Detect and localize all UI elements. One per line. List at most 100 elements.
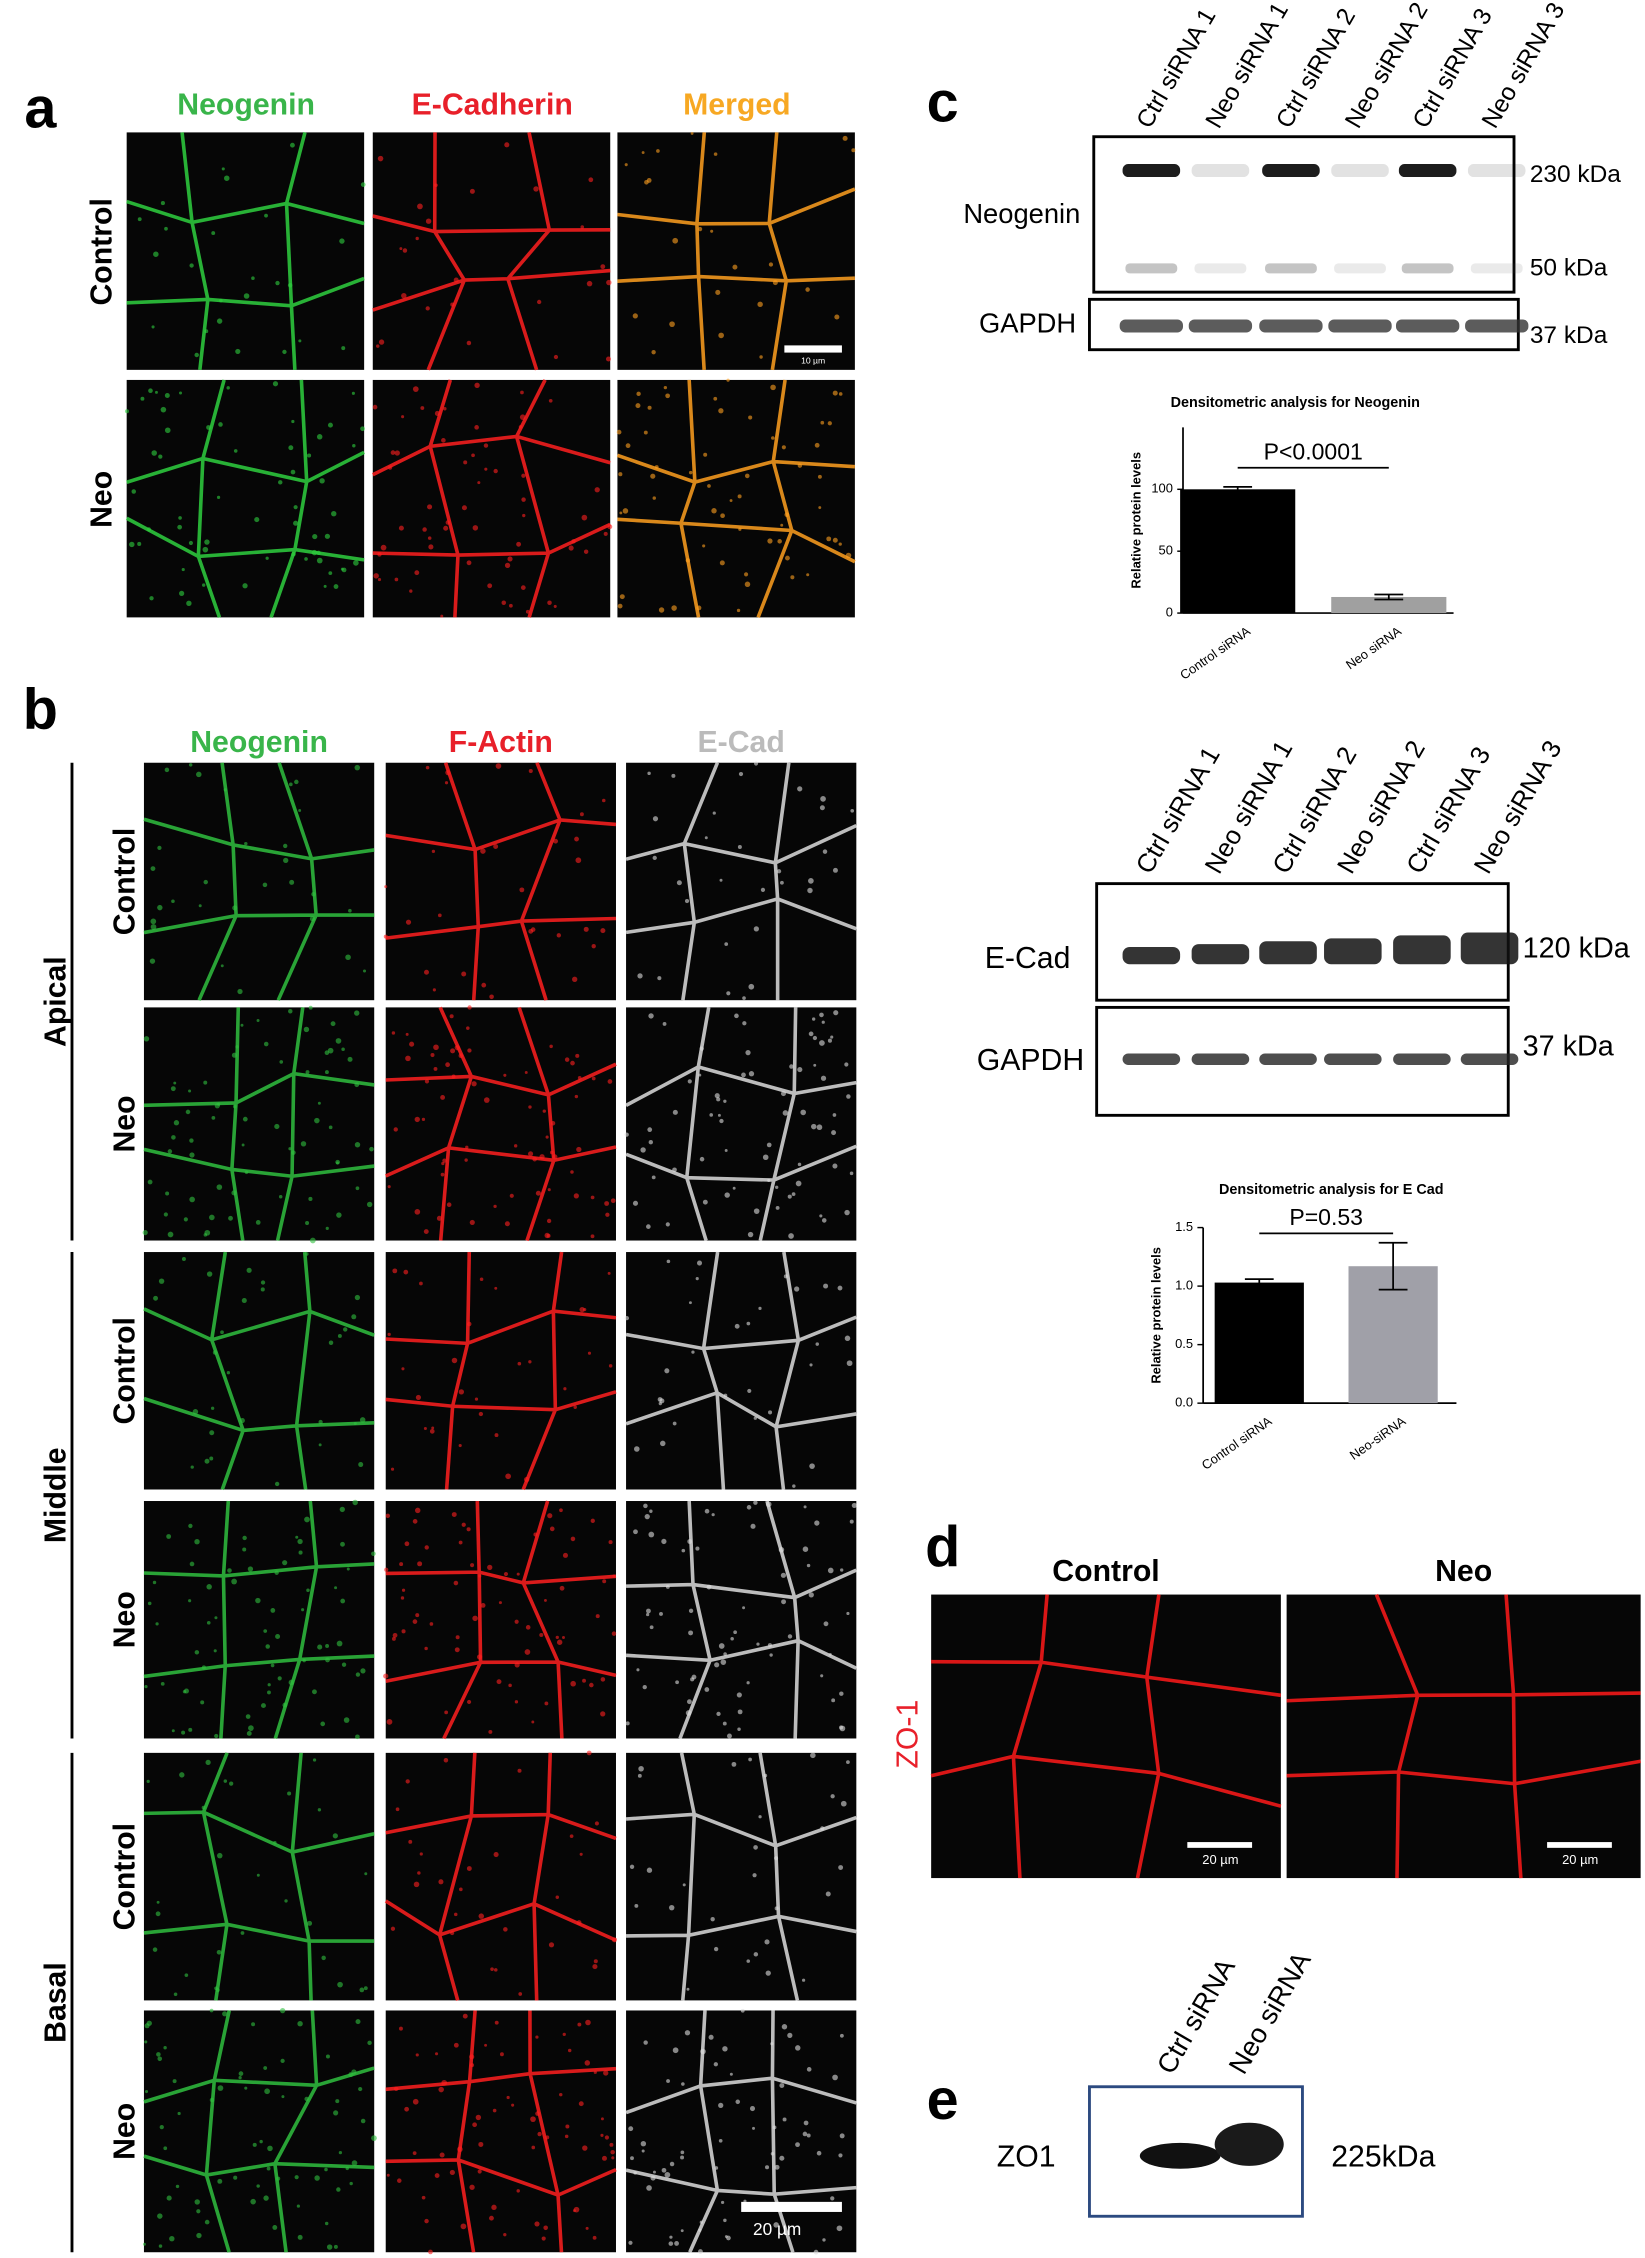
micrograph: [626, 1007, 857, 1241]
speckle: [768, 262, 774, 267]
speckle: [520, 390, 524, 395]
speckle: [263, 2066, 268, 2070]
p-value: P<0.0001: [1264, 438, 1363, 464]
band: [1122, 946, 1181, 965]
speckle: [340, 567, 344, 571]
speckle: [256, 1018, 260, 1022]
speckle: [718, 332, 724, 339]
group-label: Middle: [40, 1447, 73, 1543]
y-tick-label: 1.5: [1175, 1219, 1193, 1234]
speckle: [747, 1388, 752, 1393]
band: [1265, 263, 1317, 274]
speckle: [333, 2244, 338, 2249]
speckle: [555, 1895, 560, 1899]
speckle: [398, 525, 404, 531]
mw-marker: 225kDa: [1331, 2141, 1435, 2174]
speckle: [488, 1729, 493, 1734]
speckle: [716, 1097, 721, 1102]
speckle: [662, 1022, 667, 1026]
speckle: [390, 1926, 396, 1931]
speckle: [819, 1012, 824, 1018]
speckle: [288, 1147, 292, 1151]
speckle: [296, 2204, 300, 2208]
speckle: [602, 2155, 607, 2161]
speckle: [648, 1531, 655, 1538]
speckle: [155, 390, 158, 394]
speckle: [806, 1563, 811, 1568]
speckle: [729, 499, 733, 502]
error-bar: [1374, 593, 1404, 601]
cell-borders: [385, 2010, 617, 2253]
speckle: [192, 1409, 199, 1415]
speckle: [458, 1443, 462, 1448]
speckle: [464, 1158, 468, 1162]
mw-marker: 37 kDa: [1523, 1030, 1614, 1062]
speckle: [163, 2046, 167, 2050]
panel-label: a: [24, 76, 57, 140]
speckle: [781, 445, 786, 450]
speckle: [704, 1687, 710, 1692]
speckle: [608, 1364, 613, 1368]
speckle: [366, 1201, 373, 1208]
speckle: [478, 2141, 484, 2147]
speckle: [744, 572, 749, 577]
speckle: [774, 1856, 779, 1861]
speckle: [392, 1632, 398, 1638]
speckle: [290, 142, 295, 148]
cell-borders: [625, 2010, 857, 2253]
speckle: [539, 1154, 545, 1160]
speckle: [294, 779, 299, 785]
speckle: [450, 1930, 455, 1936]
speckle: [719, 560, 725, 566]
speckle: [478, 1411, 484, 1417]
speckle: [753, 1845, 758, 1850]
speckle: [744, 473, 750, 479]
speckle: [173, 1992, 178, 1997]
speckle: [140, 396, 145, 401]
speckle: [434, 2052, 439, 2056]
speckle: [458, 1053, 464, 1058]
speckle: [339, 1506, 345, 1513]
speckle: [336, 1212, 342, 1218]
speckle: [844, 1209, 850, 1216]
speckle: [722, 2046, 728, 2052]
panel-label: c: [927, 71, 959, 135]
speckle: [729, 2072, 733, 2076]
speckle: [833, 1010, 839, 1016]
speckle: [466, 1026, 470, 1030]
speckle: [563, 1387, 567, 1391]
speckle: [514, 1700, 519, 1704]
speckle: [433, 1044, 439, 1051]
speckle: [475, 2114, 482, 2121]
speckle: [831, 1130, 837, 1136]
speckle: [188, 763, 193, 767]
speckle: [270, 1608, 276, 1613]
speckle: [150, 866, 156, 872]
speckle: [675, 1680, 679, 1685]
speckle: [279, 1060, 284, 1064]
speckle: [543, 1598, 547, 1602]
speckle: [270, 1663, 275, 1668]
speckle: [696, 1260, 703, 1266]
speckle: [775, 1185, 779, 1189]
speckle: [637, 973, 643, 979]
speckle: [524, 1070, 528, 1074]
speckle: [466, 1866, 472, 1871]
speckle: [327, 1047, 334, 1054]
speckle: [149, 958, 156, 964]
y-axis-label: Relative protein levels: [1149, 1247, 1164, 1384]
speckle: [802, 1546, 809, 1552]
speckle: [795, 1180, 802, 1187]
speckle: [826, 536, 832, 542]
speckle: [340, 1598, 346, 1604]
speckle: [441, 1161, 445, 1166]
speckle: [335, 1038, 342, 1044]
speckle: [216, 1949, 222, 1955]
speckle: [767, 538, 773, 544]
speckle: [458, 1540, 463, 1545]
speckle: [808, 878, 814, 884]
speckle: [738, 771, 744, 777]
speckle: [819, 1040, 825, 1046]
speckle: [317, 1101, 321, 1105]
speckle: [686, 1699, 692, 1705]
